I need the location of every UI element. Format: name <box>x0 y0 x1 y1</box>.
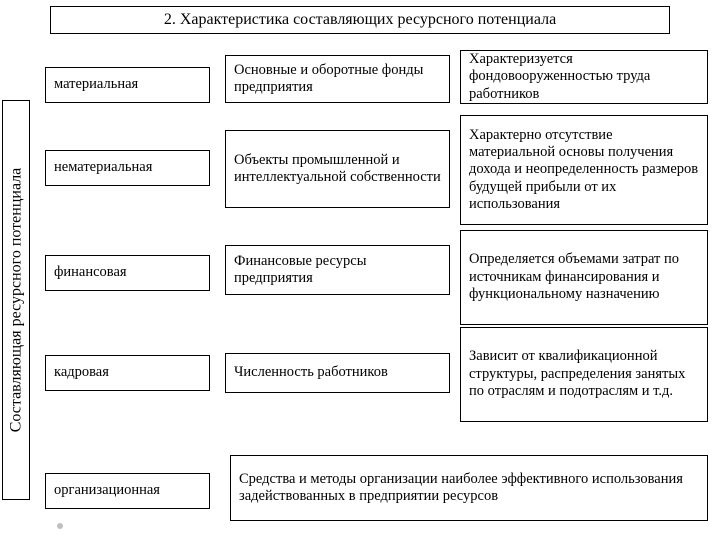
category-label: финансовая <box>45 255 210 291</box>
description-box: Средства и методы организации наиболее э… <box>230 455 708 521</box>
description-text: Средства и методы организации наиболее э… <box>239 471 699 506</box>
characteristic-text: Зависит от квалификационной структуры, р… <box>469 348 699 400</box>
description-box: Финансовые ресурсы предприятия <box>225 245 450 295</box>
category-label-text: кадровая <box>54 364 109 381</box>
category-label: нематериальная <box>45 150 210 186</box>
characteristic-box: Определяется объемами затрат по источник… <box>460 230 708 325</box>
description-box: Основные и оборотные фонды предприятия <box>225 55 450 103</box>
characteristic-text: Характеризуется фондовооруженностью труд… <box>469 51 699 103</box>
category-label-text: организационная <box>54 482 160 499</box>
description-box: Объекты промышленной и интеллектуальной … <box>225 130 450 208</box>
category-label-text: нематериальная <box>54 159 152 176</box>
diagram-title: 2. Характеристика составляющих ресурсног… <box>50 6 670 34</box>
characteristic-box: Характерно отсутствие материальной основ… <box>460 115 708 225</box>
description-text: Основные и оборотные фонды предприятия <box>234 62 441 97</box>
description-box: Численность работников <box>225 353 450 393</box>
description-text: Объекты промышленной и интеллектуальной … <box>234 152 441 187</box>
category-label: кадровая <box>45 355 210 391</box>
description-text: Численность работников <box>234 364 388 381</box>
category-label: организационная <box>45 473 210 509</box>
characteristic-box: Характеризуется фондовооруженностью труд… <box>460 50 708 104</box>
diagram-title-text: 2. Характеристика составляющих ресурсног… <box>164 11 556 29</box>
decorative-dot <box>57 523 63 529</box>
characteristic-text: Определяется объемами затрат по источник… <box>469 251 699 303</box>
category-label-text: финансовая <box>54 264 127 281</box>
category-label-text: материальная <box>54 76 138 93</box>
category-label: материальная <box>45 67 210 103</box>
characteristic-text: Характерно отсутствие материальной основ… <box>469 127 699 214</box>
vertical-axis-text: Составляющая ресурсного потенциала <box>7 168 25 433</box>
characteristic-box: Зависит от квалификационной структуры, р… <box>460 327 708 422</box>
description-text: Финансовые ресурсы предприятия <box>234 253 441 288</box>
vertical-axis-label: Составляющая ресурсного потенциала <box>2 100 30 500</box>
